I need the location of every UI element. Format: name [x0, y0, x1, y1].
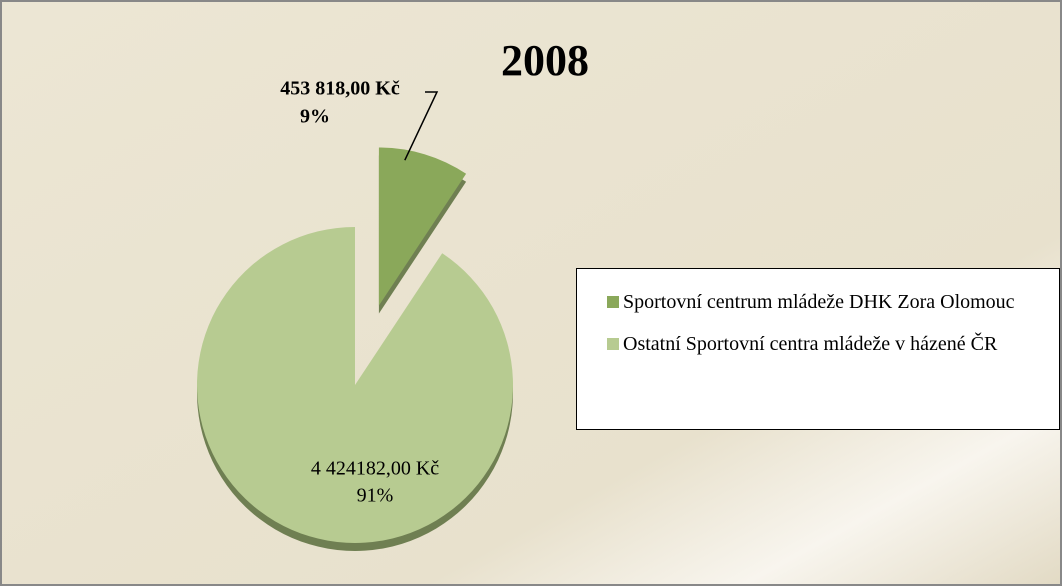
value-label: 453 818,00 Kč	[280, 78, 400, 100]
leader-line	[404, 91, 439, 161]
legend: Sportovní centrum mládeže DHK Zora Olomo…	[576, 268, 1060, 430]
percent-label: 91%	[357, 485, 394, 507]
percent-label: 9%	[300, 106, 330, 128]
legend-swatch	[607, 296, 619, 308]
legend-item: Sportovní centrum mládeže DHK Zora Olomo…	[607, 287, 1049, 317]
slice	[197, 227, 513, 543]
legend-item: Ostatní Sportovní centra mládeže v házen…	[607, 329, 1049, 359]
legend-label: Ostatní Sportovní centra mládeže v házen…	[623, 333, 998, 355]
legend-swatch	[607, 338, 619, 350]
legend-label: Sportovní centrum mládeže DHK Zora Olomo…	[623, 291, 1015, 313]
chart-title: 2008	[501, 36, 589, 85]
value-label: 4 424182,00 Kč	[311, 458, 439, 480]
slice	[378, 147, 467, 306]
